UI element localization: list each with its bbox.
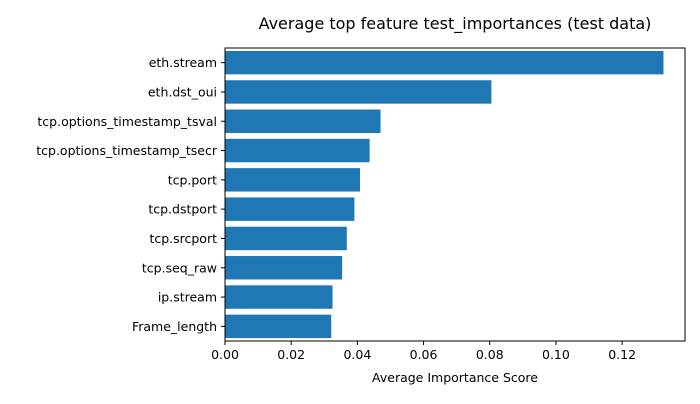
y-tick-label: ip.stream — [158, 290, 217, 305]
x-tick-label: 0.12 — [608, 347, 636, 362]
y-axis-ticks: eth.stream eth.dst_oui tcp.options_timesta… — [36, 55, 225, 334]
y-tick-label: tcp.options_timestamp_tsval — [37, 114, 217, 129]
y-tick-label: tcp.options_timestamp_tsecr — [36, 143, 218, 158]
x-tick-label: 0.06 — [410, 347, 438, 362]
y-tick-label: tcp.dstport — [148, 202, 217, 217]
y-tick-label: tcp.seq_raw — [142, 260, 217, 275]
plot-frame — [224, 47, 686, 342]
bar-tcp-options-timestamp-tsecr — [225, 138, 370, 163]
axes-frame — [224, 47, 686, 342]
y-tick-label: tcp.port — [168, 172, 217, 187]
bar-eth-dst-oui — [225, 80, 492, 104]
x-tick-label: 0.04 — [343, 347, 371, 362]
bar-tcp-dstport — [225, 197, 355, 221]
y-tick-label: eth.stream — [149, 55, 217, 70]
bars-layer — [225, 50, 664, 339]
y-tick-label: Frame_length — [132, 319, 217, 334]
bar-tcp-port — [225, 168, 361, 192]
x-tick-label: 0.02 — [277, 347, 305, 362]
bar-frame-length — [225, 314, 332, 339]
x-axis-ticks: 0.00 0.02 0.04 0.06 0.08 0.10 0.12 — [211, 341, 636, 362]
bar-ip-stream — [225, 285, 333, 309]
x-axis-label: Average Importance Score — [372, 370, 538, 385]
x-tick-label: 0.08 — [476, 347, 504, 362]
bar-tcp-srcport — [225, 226, 347, 251]
y-tick-label: eth.dst_oui — [148, 84, 217, 99]
x-tick-label: 0.10 — [542, 347, 570, 362]
y-tick-label: tcp.srcport — [149, 231, 217, 246]
chart-title: Average top feature test_importances (te… — [259, 14, 652, 34]
bar-eth-stream — [225, 50, 664, 75]
bar-tcp-options-timestamp-tsval — [225, 109, 381, 133]
x-tick-label: 0.00 — [211, 347, 239, 362]
bar-tcp-seq-raw — [225, 256, 343, 280]
